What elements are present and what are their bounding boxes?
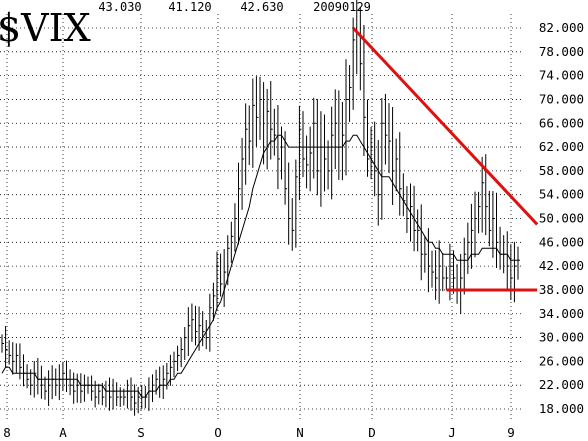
header-low-value: 42.630 — [240, 0, 283, 14]
y-tick-label: 66.000 — [539, 115, 584, 130]
y-tick-label: 74.000 — [539, 68, 584, 83]
x-tick-label: O — [214, 425, 222, 440]
y-tick-label: 78.000 — [539, 44, 584, 59]
y-tick-label: 62.000 — [539, 139, 584, 154]
y-axis-ticks: 18.000 22.000 26.000 30.000 34.000 38.000 42.0… — [539, 20, 584, 416]
y-tick-label: 50.000 — [539, 211, 584, 226]
y-tick-label: 26.000 — [539, 353, 584, 368]
grid — [0, 14, 522, 421]
x-axis-ticks: 8 A S O N D J 9 — [3, 425, 515, 440]
y-tick-label: 82.000 — [539, 20, 584, 35]
x-tick-label: D — [368, 425, 376, 440]
price-bars-series — [1, 0, 520, 416]
header-date: 20090129 — [313, 0, 371, 14]
resistance-trend-line — [352, 26, 539, 226]
y-tick-label: 34.000 — [539, 306, 584, 321]
header-open-value: 43.030 — [98, 0, 141, 14]
y-tick-label: 18.000 — [539, 401, 584, 416]
y-tick-label: 22.000 — [539, 377, 584, 392]
y-tick-label: 30.000 — [539, 330, 584, 345]
y-tick-label: 58.000 — [539, 163, 584, 178]
x-tick-label: N — [296, 425, 304, 440]
y-tick-label: 70.000 — [539, 91, 584, 106]
x-tick-label: A — [59, 425, 67, 440]
y-tick-label: 42.000 — [539, 258, 584, 273]
y-tick-label: 46.000 — [539, 234, 584, 249]
trend-lines — [352, 26, 539, 292]
y-tick-label: 54.000 — [539, 187, 584, 202]
x-tick-label: 8 — [3, 425, 11, 440]
x-tick-label: S — [137, 425, 145, 440]
x-tick-label: 9 — [507, 425, 515, 440]
y-tick-label: 38.000 — [539, 282, 584, 297]
header-high-value: 41.120 — [168, 0, 211, 14]
chart-title: $VIX — [0, 6, 91, 50]
x-tick-label: J — [448, 425, 456, 440]
